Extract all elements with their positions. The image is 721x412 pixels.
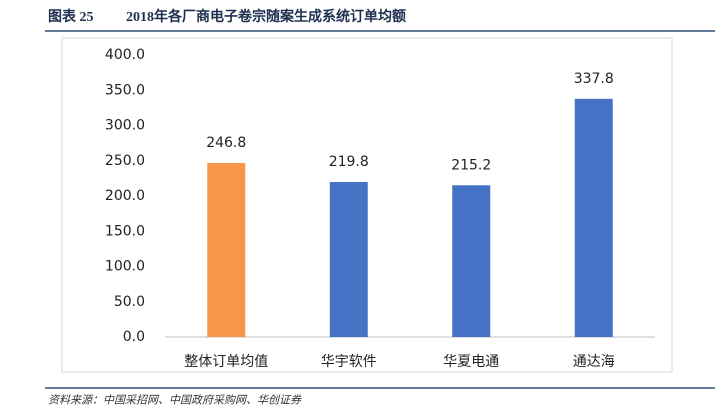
data-label: 219.8 [329, 154, 369, 170]
bar [452, 185, 491, 337]
chart-frame [61, 37, 673, 373]
source-note: 资料来源：中国采招网、中国政府采购网、华创证券 [48, 394, 302, 407]
y-tick-label: 400.0 [105, 47, 145, 63]
y-tick-label: 350.0 [105, 82, 145, 98]
bar [574, 98, 613, 337]
y-tick-label: 150.0 [105, 223, 145, 239]
y-tick-label: 250.0 [105, 153, 145, 169]
x-tick-label: 华夏电通 [443, 354, 499, 370]
y-tick-label: 300.0 [105, 118, 145, 134]
x-tick-label: 华宇软件 [321, 354, 377, 370]
bar [329, 182, 368, 337]
y-tick-label: 50.0 [114, 294, 145, 310]
data-label: 215.2 [451, 157, 491, 173]
bar [207, 163, 246, 337]
x-tick-label: 通达海 [573, 354, 615, 370]
x-tick-label: 整体订单均值 [184, 354, 268, 370]
figure-label: 图表 25 [48, 8, 94, 25]
data-label: 246.8 [206, 135, 246, 151]
y-tick-label: 100.0 [105, 259, 145, 275]
y-tick-label: 0.0 [123, 329, 145, 345]
data-label: 337.8 [574, 71, 614, 87]
y-tick-label: 200.0 [105, 188, 145, 204]
chart-title: 2018年各厂商电子卷宗随案生成系统订单均额 [126, 8, 406, 25]
